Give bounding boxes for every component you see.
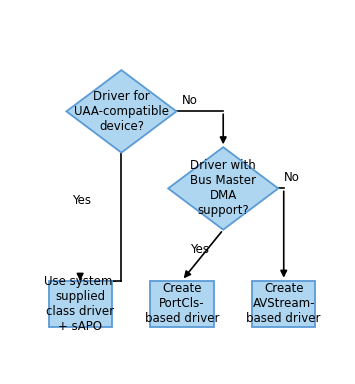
Text: Use system-
supplied
class driver
+ sAPO: Use system- supplied class driver + sAPO [44,275,116,333]
Text: No: No [284,171,300,184]
Text: Create
PortCls-
based driver: Create PortCls- based driver [145,283,219,326]
Text: Driver for
UAA-compatible
device?: Driver for UAA-compatible device? [74,90,169,133]
FancyBboxPatch shape [150,281,214,327]
FancyBboxPatch shape [49,281,112,327]
Text: Yes: Yes [190,243,209,256]
Text: Driver with
Bus Master
DMA
support?: Driver with Bus Master DMA support? [190,159,256,217]
Text: No: No [182,94,198,107]
Polygon shape [168,147,278,230]
Text: Create
AVStream-
based driver: Create AVStream- based driver [246,283,321,326]
FancyBboxPatch shape [252,281,315,327]
Polygon shape [66,70,176,153]
Text: Yes: Yes [72,194,91,207]
